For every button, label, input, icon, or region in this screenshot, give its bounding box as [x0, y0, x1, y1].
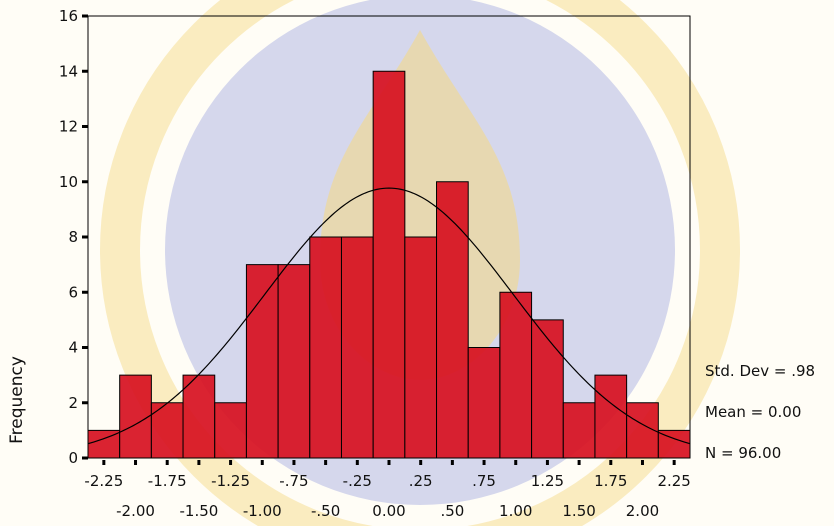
y-tick-label: 14	[59, 62, 78, 80]
x-tick-label: .50	[440, 502, 464, 520]
x-tick-label: 1.00	[499, 502, 532, 520]
bar	[120, 375, 152, 458]
x-tick-label: .25	[409, 472, 433, 490]
x-tick-label: -1.75	[148, 472, 187, 490]
x-tick-label: -2.00	[116, 502, 155, 520]
x-tick-label: -1.00	[243, 502, 282, 520]
bar	[595, 375, 627, 458]
y-tick-label: 12	[59, 118, 78, 136]
bar	[341, 237, 373, 458]
bar	[500, 292, 532, 458]
bar	[183, 375, 215, 458]
x-tick-label: 2.25	[657, 472, 690, 490]
stats-label: Std. Dev = .98	[705, 362, 815, 380]
bar	[563, 403, 595, 458]
bar	[215, 403, 247, 458]
bar	[310, 237, 342, 458]
chart: Frequency 0 2 4 6 8 10 12 14 16 -2.25 -2.00 -1.75 -1…	[0, 0, 834, 526]
bar	[246, 265, 278, 458]
y-axis-label: Frequency	[7, 356, 27, 444]
stats-label: Mean = 0.00	[705, 403, 801, 421]
bar	[278, 265, 310, 458]
bar	[405, 237, 437, 458]
x-tick-label: -1.25	[211, 472, 250, 490]
y-tick-label: 8	[68, 228, 78, 246]
x-tick-label: -2.25	[84, 472, 123, 490]
x-tick-label: 2.00	[626, 502, 659, 520]
x-tick-label: 1.25	[531, 472, 564, 490]
x-tick-label: -1.50	[179, 502, 218, 520]
x-tick-label: .75	[472, 472, 496, 490]
y-tick-label: 0	[68, 449, 78, 467]
stats-label: N = 96.00	[705, 444, 781, 462]
bar	[532, 320, 564, 458]
y-tick-label: 16	[59, 7, 78, 25]
y-tick-label: 10	[59, 173, 78, 191]
x-tick-label: 1.50	[562, 502, 595, 520]
x-tick-label: -.50	[311, 502, 340, 520]
bar	[468, 348, 500, 459]
x-tick-label: -.75	[279, 472, 308, 490]
x-tick-label: 0.00	[372, 502, 405, 520]
bar	[373, 71, 405, 458]
x-tick-label: 1.75	[594, 472, 627, 490]
x-tick-label: -.25	[343, 472, 372, 490]
y-tick-label: 6	[68, 283, 78, 301]
y-tick-label: 4	[68, 339, 78, 357]
bar	[437, 182, 469, 458]
y-tick-label: 2	[68, 394, 78, 412]
